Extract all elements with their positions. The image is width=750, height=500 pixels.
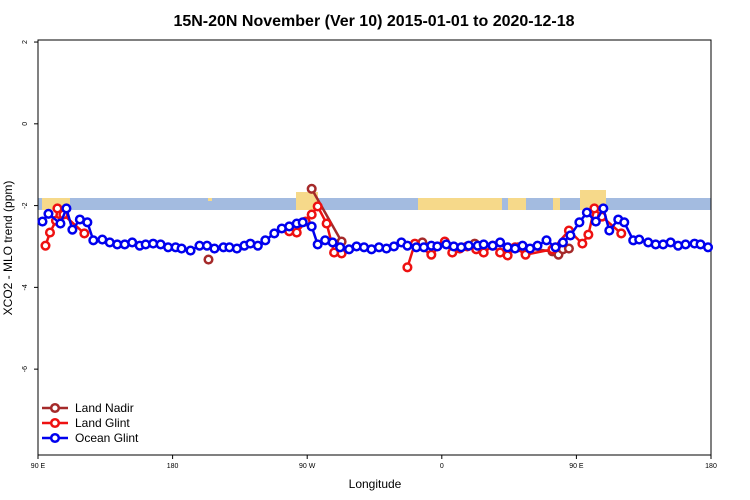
- data-point: [532, 240, 543, 251]
- data-point: [44, 227, 56, 238]
- legend-label: Ocean Glint: [75, 431, 139, 445]
- legend-label: Land Nadir: [75, 401, 134, 415]
- data-point: [388, 241, 399, 252]
- data-point: [577, 238, 588, 249]
- data-point: [583, 229, 594, 240]
- data-point: [402, 262, 413, 273]
- data-point: [306, 209, 317, 220]
- data-point: [79, 228, 90, 239]
- x-tick-label: 180: [705, 463, 717, 470]
- data-point: [478, 239, 489, 250]
- data-point: [550, 242, 561, 253]
- land-strip: [508, 198, 526, 210]
- data-point: [598, 203, 609, 214]
- data-point: [88, 235, 99, 246]
- data-point: [590, 216, 601, 227]
- data-point: [321, 218, 332, 229]
- legend-marker: [49, 417, 61, 429]
- data-point: [327, 237, 338, 248]
- data-point: [82, 217, 93, 228]
- y-tick-label: -4: [22, 284, 29, 290]
- data-point: [67, 224, 78, 235]
- data-point: [589, 203, 600, 214]
- data-point: [185, 245, 196, 256]
- data-point: [478, 247, 489, 258]
- legend-label: Land Glint: [75, 416, 130, 430]
- data-point: [269, 228, 280, 239]
- data-point: [176, 243, 187, 254]
- y-tick-label: -2: [22, 202, 29, 208]
- data-point: [306, 221, 317, 232]
- data-point: [306, 183, 317, 194]
- data-point: [581, 207, 592, 218]
- data-point: [619, 217, 630, 228]
- data-point: [616, 228, 627, 239]
- data-point: [209, 243, 220, 254]
- data-point: [495, 237, 506, 248]
- data-point: [203, 254, 214, 265]
- data-point: [463, 240, 474, 251]
- legend-marker: [49, 432, 61, 444]
- x-tick-label: 180: [167, 463, 179, 470]
- data-point: [40, 240, 51, 251]
- data-point: [335, 242, 346, 253]
- x-tick-label: 90 E: [31, 463, 46, 470]
- legend-marker: [49, 402, 61, 414]
- y-tick-label: -6: [22, 366, 29, 372]
- y-axis-label: XCO2 - MLO trend (ppm): [1, 181, 15, 316]
- data-point: [402, 240, 413, 251]
- data-point: [61, 203, 72, 214]
- data-point: [574, 217, 585, 228]
- land-strip: [296, 192, 318, 210]
- land-strip: [580, 190, 606, 210]
- data-point: [604, 225, 615, 236]
- data-point: [52, 203, 63, 214]
- y-tick-label: 2: [22, 40, 29, 44]
- data-point: [55, 218, 66, 229]
- data-point: [297, 217, 308, 228]
- x-tick-label: 90 W: [299, 463, 316, 470]
- chart-title: 15N-20N November (Ver 10) 2015-01-01 to …: [173, 13, 574, 30]
- data-point: [557, 237, 568, 248]
- data-point: [565, 230, 576, 241]
- x-tick-label: 90 E: [569, 463, 584, 470]
- x-tick-label: 0: [440, 463, 444, 470]
- series-line: [310, 188, 343, 243]
- data-point: [541, 235, 552, 246]
- land-strip: [208, 198, 212, 201]
- data-point: [563, 243, 574, 254]
- map-strip: [38, 190, 711, 210]
- y-tick-label: 0: [22, 122, 29, 126]
- data-point: [312, 239, 323, 250]
- data-point: [37, 216, 48, 227]
- ocean-strip: [38, 198, 711, 210]
- data-point: [426, 249, 437, 260]
- land-strip: [553, 198, 560, 210]
- data-point: [291, 227, 302, 238]
- x-axis-label: Longitude: [349, 477, 402, 491]
- land-strip: [418, 198, 502, 210]
- data-point: [260, 235, 271, 246]
- data-point: [252, 240, 263, 251]
- data-point: [312, 201, 323, 212]
- data-point: [702, 242, 714, 253]
- data-point: [43, 208, 54, 219]
- data-point: [432, 241, 443, 252]
- data-point: [634, 234, 645, 245]
- data-point: [680, 239, 691, 250]
- data-point: [502, 250, 513, 261]
